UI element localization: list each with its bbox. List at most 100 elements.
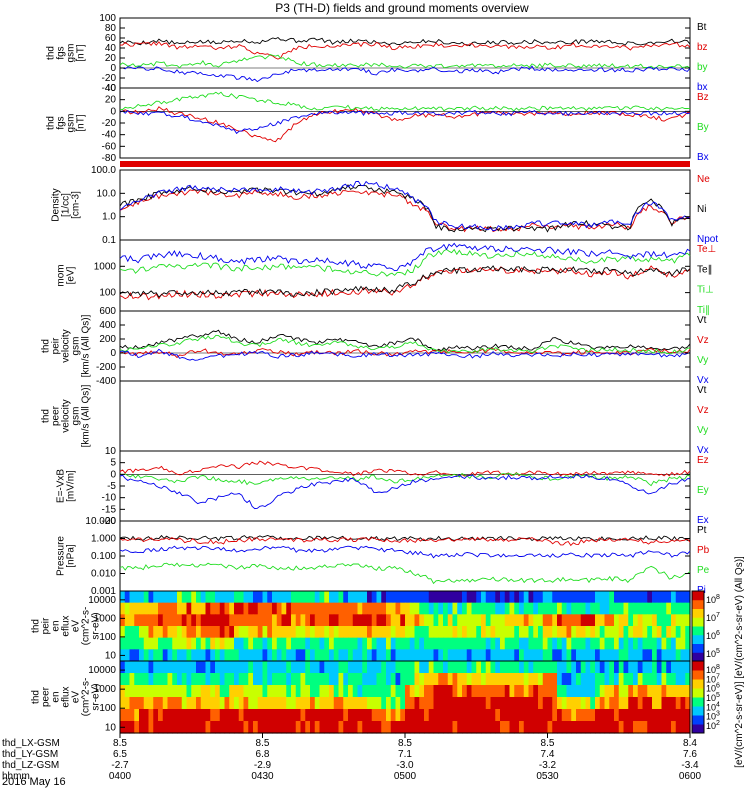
spectrogram-cell bbox=[215, 697, 221, 710]
y-axis-label-line: (cm^2-s- bbox=[81, 607, 92, 646]
spectrogram-cell bbox=[528, 602, 534, 615]
spectrogram-cell bbox=[609, 709, 615, 722]
spectrogram-cell bbox=[291, 637, 297, 650]
spectrogram-cell bbox=[500, 614, 506, 627]
spectrogram-cell bbox=[528, 649, 534, 662]
spectrogram-cell bbox=[476, 626, 482, 639]
spectrogram-cell bbox=[367, 685, 373, 698]
spectrogram-cell bbox=[533, 602, 539, 615]
spectrogram-cell bbox=[599, 614, 606, 627]
spectrogram-cell bbox=[604, 626, 610, 639]
spectrogram-cell bbox=[338, 591, 344, 604]
spectrogram-cell bbox=[200, 673, 207, 686]
spectrogram-cell bbox=[272, 591, 278, 604]
spectrogram-cell bbox=[481, 709, 487, 722]
spectrogram-cell bbox=[637, 697, 644, 710]
spectrogram-cell bbox=[490, 721, 496, 734]
spectrogram-cell bbox=[580, 721, 587, 734]
spectrogram-cell bbox=[362, 709, 368, 722]
y-tick-label: -60 bbox=[102, 141, 117, 152]
spectrogram-cell bbox=[205, 685, 211, 698]
spectrogram-cell bbox=[576, 591, 582, 604]
spectrogram-cell bbox=[357, 602, 363, 615]
spectrogram-cell bbox=[196, 709, 202, 722]
spectrogram-cell bbox=[457, 685, 463, 698]
spectrogram-cell bbox=[381, 626, 387, 639]
legend-entry: Vy bbox=[697, 355, 708, 366]
spectrogram-cell bbox=[200, 637, 207, 650]
spectrogram-cell bbox=[428, 685, 435, 698]
spectrogram-cell bbox=[276, 602, 283, 615]
spectrogram-cell bbox=[428, 649, 435, 662]
spectrogram-cell bbox=[371, 591, 378, 604]
spectrogram-cell bbox=[656, 649, 663, 662]
spectrogram-cell bbox=[595, 697, 601, 710]
spectrogram-cell bbox=[129, 673, 135, 686]
spectrogram-cell bbox=[633, 649, 639, 662]
spectrogram-cell bbox=[262, 685, 268, 698]
spectrogram-cell bbox=[523, 626, 530, 639]
spectrogram-cell bbox=[210, 614, 216, 627]
spectrogram-cell bbox=[580, 673, 587, 686]
spectrogram-cell bbox=[276, 649, 283, 662]
spectrogram-cell bbox=[324, 697, 330, 710]
spectrogram-cell bbox=[528, 626, 534, 639]
spectrogram-cell bbox=[305, 626, 311, 639]
spectrogram-cell bbox=[628, 637, 634, 650]
spectrogram-cell bbox=[229, 697, 235, 710]
legend-entry: by bbox=[697, 62, 708, 73]
spectrogram-cell bbox=[504, 685, 511, 698]
spectrogram-cell bbox=[234, 673, 240, 686]
spectrogram-cell bbox=[666, 602, 672, 615]
spectrogram-cell bbox=[514, 709, 520, 722]
spectrogram-cell bbox=[462, 709, 468, 722]
spectrogram-cell bbox=[561, 697, 568, 710]
spectrogram-cell bbox=[395, 637, 401, 650]
spectrogram-cell bbox=[457, 591, 463, 604]
spectrogram-cell bbox=[561, 637, 568, 650]
spectrogram-cell bbox=[661, 591, 667, 604]
spectrogram-cell bbox=[243, 685, 249, 698]
spectrogram-cell bbox=[143, 637, 150, 650]
spectrogram-cell bbox=[276, 697, 283, 710]
spectrogram-cell bbox=[172, 602, 178, 615]
spectrogram-cell bbox=[580, 697, 587, 710]
spectrogram-cell bbox=[210, 697, 216, 710]
spectrogram-cell bbox=[538, 591, 544, 604]
spectrogram-cell bbox=[120, 637, 126, 650]
spectrogram-cell bbox=[566, 602, 572, 615]
spectrogram-cell bbox=[243, 614, 249, 627]
spectrogram-cell bbox=[300, 637, 306, 650]
spectrogram-cell bbox=[390, 637, 397, 650]
series-line-vy bbox=[119, 334, 691, 355]
spectrogram-cell bbox=[633, 661, 639, 674]
spectrogram-cell bbox=[376, 685, 382, 698]
y-axis-label-line: [eV] bbox=[66, 266, 77, 284]
spectrogram-cell bbox=[538, 661, 544, 674]
spectrogram-cell bbox=[561, 685, 568, 698]
spectrogram-cell bbox=[153, 709, 159, 722]
spectrogram-cell bbox=[219, 721, 226, 734]
spectrogram-cell bbox=[390, 697, 397, 710]
spectrogram-cell bbox=[129, 697, 135, 710]
spectrogram-cell bbox=[400, 709, 406, 722]
spectrogram-cell bbox=[196, 721, 202, 734]
spectrogram-cell bbox=[381, 602, 387, 615]
spectrogram-cell bbox=[618, 661, 625, 674]
spectrogram-cell bbox=[476, 709, 482, 722]
colorbar-step bbox=[692, 688, 704, 698]
spectrogram-cell bbox=[362, 673, 368, 686]
spectrogram-cell bbox=[286, 697, 292, 710]
spectrogram-cell bbox=[471, 626, 477, 639]
spectrogram-cell bbox=[466, 697, 473, 710]
spectrogram-cell bbox=[561, 721, 568, 734]
spectrogram-cell bbox=[343, 721, 349, 734]
spectrogram-cell bbox=[500, 591, 506, 604]
spectrogram-cell bbox=[504, 721, 511, 734]
spectrogram-cell bbox=[276, 673, 283, 686]
spectrogram-cell bbox=[462, 602, 468, 615]
spectrogram-cell bbox=[466, 673, 473, 686]
spectrogram-cell bbox=[585, 709, 591, 722]
spectrogram-cell bbox=[248, 673, 254, 686]
spectrogram-cell bbox=[438, 709, 444, 722]
